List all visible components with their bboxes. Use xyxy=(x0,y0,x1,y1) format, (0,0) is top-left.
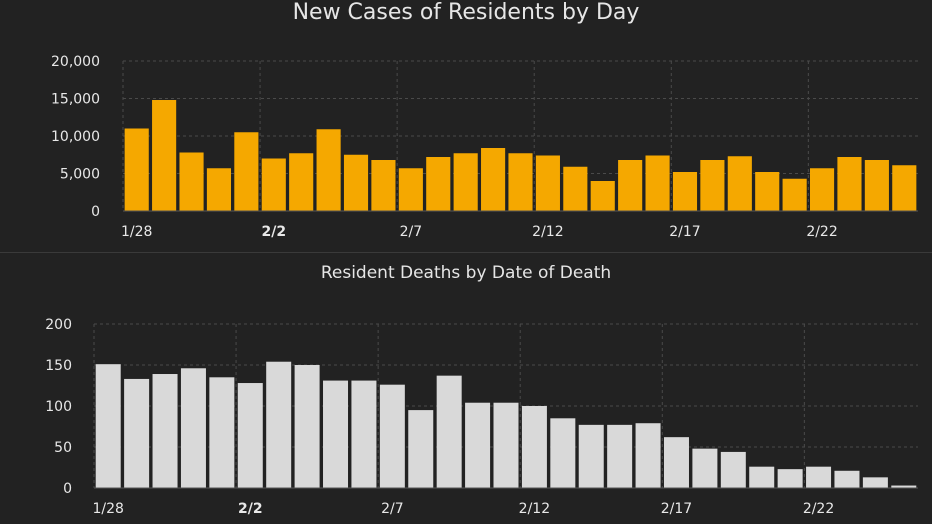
cases-y-tick-label: 0 xyxy=(91,204,100,220)
deaths-x-tick-label: 2/7 xyxy=(381,501,404,517)
cases-y-tick-label: 10,000 xyxy=(51,129,100,145)
cases-chart-title: New Cases of Residents by Day xyxy=(292,0,640,25)
deaths-bar xyxy=(834,470,860,488)
cases-bar xyxy=(426,157,451,211)
cases-bar xyxy=(809,168,835,211)
deaths-bar xyxy=(862,477,888,488)
deaths-y-tick-label: 0 xyxy=(63,481,72,497)
deaths-bar xyxy=(351,380,377,488)
cases-bar xyxy=(782,178,807,211)
cases-bar xyxy=(481,148,506,211)
deaths-bar xyxy=(749,466,775,488)
cases-bar xyxy=(864,160,889,211)
cases-bar xyxy=(453,153,478,211)
deaths-bar xyxy=(493,402,519,488)
deaths-y-tick-label: 150 xyxy=(45,358,72,374)
deaths-bar xyxy=(180,368,206,488)
deaths-bar xyxy=(635,423,661,488)
deaths-bar xyxy=(266,361,292,488)
cases-y-tick-label: 15,000 xyxy=(51,92,100,108)
deaths-bar xyxy=(891,485,917,488)
deaths-bar xyxy=(806,466,832,488)
deaths-bar xyxy=(209,377,235,488)
deaths-bar xyxy=(578,424,604,488)
chart-divider xyxy=(0,252,932,253)
deaths-bar xyxy=(95,364,121,488)
cases-bar xyxy=(152,100,177,211)
cases-bar xyxy=(755,172,780,211)
cases-bar xyxy=(590,181,615,211)
deaths-bar xyxy=(465,402,491,488)
cases-y-tick-label: 20,000 xyxy=(51,54,100,70)
deaths-y-tick-label: 100 xyxy=(45,399,72,415)
deaths-bar xyxy=(152,374,178,488)
deaths-bar xyxy=(408,410,434,488)
cases-bar xyxy=(700,160,725,211)
deaths-x-tick-label: 2/12 xyxy=(519,501,550,517)
deaths-bar xyxy=(521,406,547,488)
deaths-bar xyxy=(436,375,462,488)
cases-bar xyxy=(618,160,643,211)
cases-bar xyxy=(261,158,286,211)
deaths-x-tick-label: 1/28 xyxy=(92,501,123,517)
deaths-x-tick-label: 2/17 xyxy=(661,501,692,517)
cases-bar xyxy=(371,160,396,211)
deaths-bar xyxy=(550,418,576,488)
deaths-y-tick-label: 200 xyxy=(45,317,72,333)
cases-bar xyxy=(206,168,232,211)
cases-y-tick-label: 5,000 xyxy=(60,167,100,183)
cases-bar xyxy=(508,153,533,211)
cases-x-tick-label: 2/12 xyxy=(532,224,563,240)
cases-bar xyxy=(234,132,259,211)
cases-bar xyxy=(289,153,314,211)
cases-bar xyxy=(837,157,862,211)
deaths-bar xyxy=(692,448,718,488)
cases-bar xyxy=(124,128,149,211)
deaths-bar xyxy=(777,469,803,488)
cases-bar xyxy=(645,155,670,211)
cases-x-tick-label: 2/22 xyxy=(806,224,837,240)
deaths-bar xyxy=(663,437,689,488)
deaths-bar xyxy=(124,378,150,488)
cases-bar xyxy=(179,152,204,211)
cases-x-tick-label: 1/28 xyxy=(121,224,152,240)
cases-x-tick-label: 2/7 xyxy=(400,224,423,240)
cases-bar xyxy=(672,172,698,211)
deaths-x-tick-label: 2/2 xyxy=(238,501,263,517)
deaths-bar xyxy=(379,384,405,488)
cases-x-tick-label: 2/2 xyxy=(261,224,286,240)
deaths-bar xyxy=(607,424,633,488)
cases-bar xyxy=(892,165,917,211)
deaths-x-tick-label: 2/22 xyxy=(803,501,834,517)
deaths-y-tick-label: 50 xyxy=(54,440,72,456)
deaths-bar xyxy=(323,380,349,488)
cases-x-tick-label: 2/17 xyxy=(669,224,700,240)
cases-bar xyxy=(316,129,341,211)
cases-bar xyxy=(343,154,369,211)
deaths-bar xyxy=(294,365,320,488)
deaths-chart-title: Resident Deaths by Date of Death xyxy=(320,263,612,283)
cases-bar xyxy=(535,155,560,211)
cases-bar xyxy=(727,156,752,211)
cases-bar xyxy=(398,168,423,211)
deaths-bar xyxy=(237,383,263,488)
deaths-bar xyxy=(720,451,746,488)
cases-bar xyxy=(563,166,588,211)
